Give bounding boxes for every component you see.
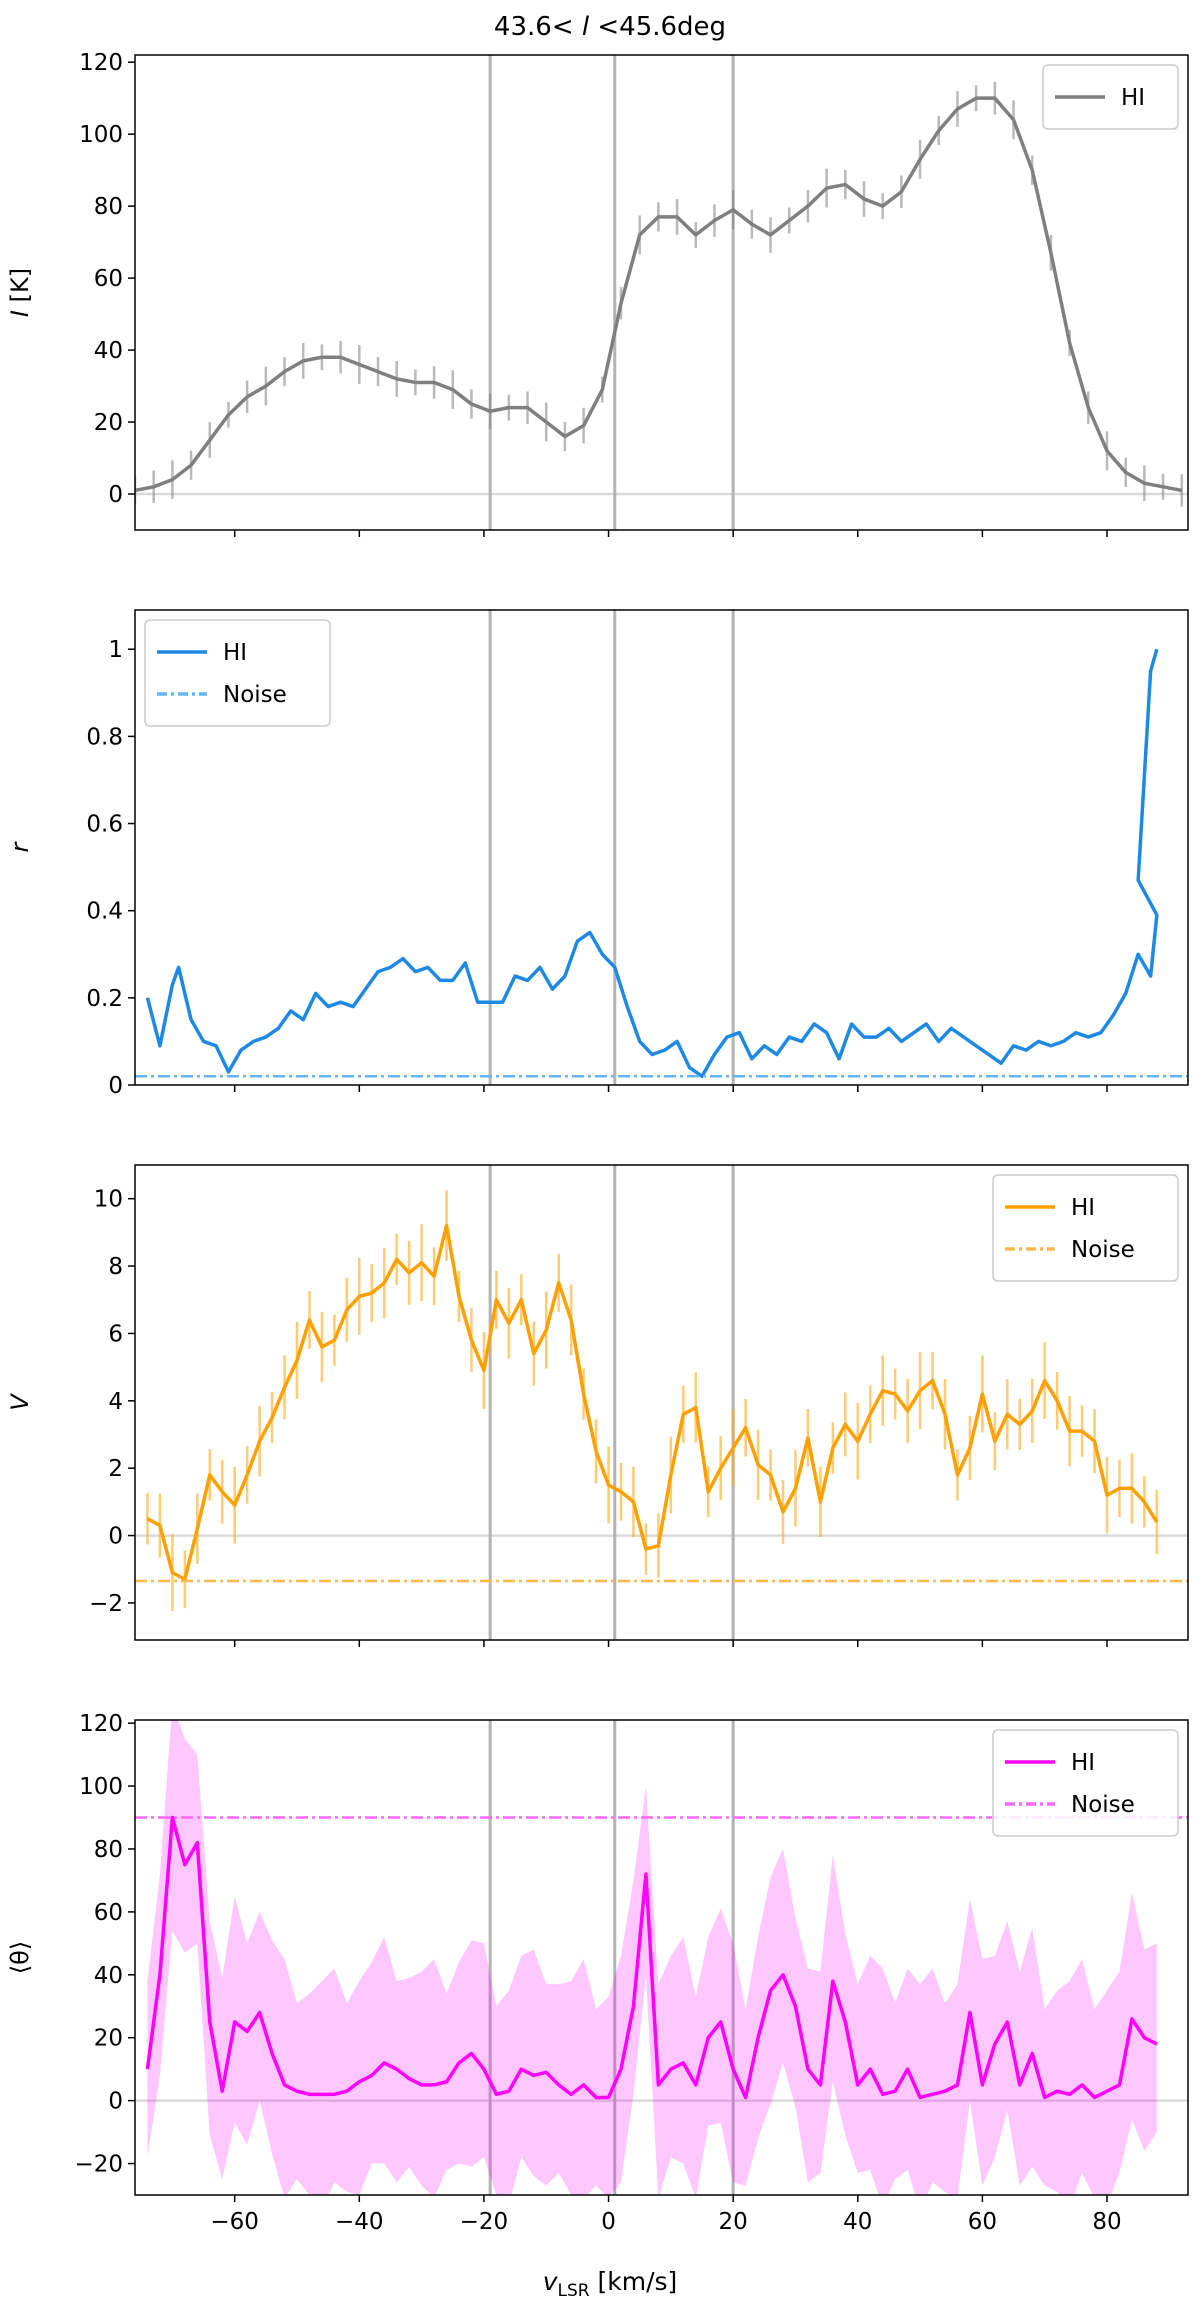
- x-tick-label: −60: [210, 2209, 259, 2235]
- y-tick-label: 0: [108, 1524, 123, 1550]
- legend: HI Noise: [144, 619, 331, 727]
- figure-title: 43.6< l <45.6deg: [494, 12, 726, 42]
- panel-projected-rayleigh: −2 0 2 4 6 8 10 V HI Noise: [6, 1164, 1189, 1647]
- y-tick-label: 0.4: [86, 899, 123, 925]
- y-tick-label: 2: [108, 1456, 123, 1482]
- panel-correlation: 0 0.2 0.4 0.6 0.8 1 r HI Noise: [6, 609, 1189, 1099]
- series-line-HI: [135, 96, 1183, 493]
- y-tick-label: 0: [108, 482, 123, 508]
- x-tick-label: 20: [719, 2209, 748, 2235]
- y-axis-label: I [K]: [6, 268, 34, 317]
- x-tick-label: 60: [968, 2209, 997, 2235]
- series-line-HI: [146, 1223, 1159, 1582]
- axes-frame: [134, 1719, 1189, 2196]
- y-tick-label: 20: [94, 2026, 123, 2052]
- y-tick-label: 4: [108, 1389, 123, 1415]
- legend: HI Noise: [992, 1174, 1179, 1282]
- ylabel-variable: I: [6, 310, 34, 317]
- series-line-HI: [145, 648, 1159, 1079]
- y-tick-label: 0: [108, 2089, 123, 2115]
- y-tick-label: 80: [94, 194, 123, 220]
- y-tick-label: 80: [94, 1837, 123, 1863]
- title-prefix: 43.6<: [494, 12, 582, 42]
- legend-label: Noise: [223, 682, 287, 708]
- y-tick-label: 1: [108, 637, 123, 663]
- y-tick-label: 8: [108, 1254, 123, 1280]
- xlabel-unit: [km/s]: [590, 2267, 678, 2296]
- legend-label: HI: [1121, 85, 1145, 111]
- y-tick-label: 40: [94, 1963, 123, 1989]
- y-tick-label: 6: [108, 1321, 123, 1347]
- y-axis-label: r: [6, 840, 34, 852]
- title-suffix: <45.6deg: [589, 12, 726, 42]
- axes-frame: [134, 54, 1189, 531]
- legend-label: Noise: [1071, 1792, 1135, 1818]
- xlabel-subscript: LSR: [557, 2281, 589, 2301]
- y-tick-label: 0.2: [86, 986, 123, 1012]
- y-tick-label: 100: [79, 1774, 123, 1800]
- y-tick-label: 0.8: [86, 724, 123, 750]
- y-tick-label: 40: [94, 338, 123, 364]
- x-tick-label: −40: [335, 2209, 384, 2235]
- y-tick-label: 60: [94, 266, 123, 292]
- legend: HI: [1042, 64, 1179, 130]
- plot-area: [135, 610, 1188, 1085]
- x-axis-label: vLSR [km/s]: [543, 2267, 678, 2301]
- y-axis-label: ⟨θ⟩: [6, 1941, 34, 1974]
- y-tick-label: 0: [108, 1073, 123, 1099]
- x-tick-label: 80: [1092, 2209, 1121, 2235]
- y-tick-label: 60: [94, 1900, 123, 1926]
- axes-frame: [134, 609, 1189, 1086]
- legend-box: [144, 619, 331, 727]
- x-tick-label: −20: [460, 2209, 509, 2235]
- y-axis-label: V: [6, 1393, 34, 1411]
- y-tick-label: 0.6: [86, 812, 123, 838]
- ylabel-variable: ⟨θ⟩: [6, 1941, 34, 1974]
- legend-label: HI: [223, 640, 247, 666]
- y-tick-label: −2: [89, 1591, 123, 1617]
- title-variable: l: [582, 12, 590, 42]
- legend-box: [992, 1729, 1179, 1837]
- ylabel-variable: r: [6, 840, 34, 852]
- y-tick-label: 100: [79, 122, 123, 148]
- y-tick-label: 120: [79, 50, 123, 76]
- legend-label: HI: [1071, 1195, 1095, 1221]
- xlabel-variable: v: [543, 2267, 559, 2296]
- plot-area: [135, 1165, 1188, 1640]
- y-tick-label: 20: [94, 410, 123, 436]
- y-tick-label: −20: [74, 2152, 123, 2178]
- legend-box: [1042, 64, 1179, 130]
- y-tick-label: 10: [94, 1187, 123, 1213]
- legend-label: HI: [1071, 1750, 1095, 1776]
- legend-label: Noise: [1071, 1237, 1135, 1263]
- ylabel-variable: V: [6, 1393, 34, 1411]
- series-line-HI: [145, 1815, 1158, 2100]
- axes-frame: [134, 1164, 1189, 1641]
- x-tick-label: 0: [601, 2209, 616, 2235]
- panel-intensity: 0 20 40 60 80 100 120 I [K] HI: [6, 50, 1189, 537]
- plot-area: [135, 55, 1188, 530]
- y-tick-label: 120: [79, 1711, 123, 1737]
- ylabel-unit: [K]: [6, 268, 34, 310]
- legend: HI Noise: [992, 1729, 1179, 1837]
- panel-mean-angle: −60 −40 −20 0 20 40 60 80 −20 0 20 40 60 80 100 120 ⟨θ⟩ H…: [6, 1711, 1189, 2235]
- x-tick-label: 40: [843, 2209, 872, 2235]
- legend-box: [992, 1174, 1179, 1282]
